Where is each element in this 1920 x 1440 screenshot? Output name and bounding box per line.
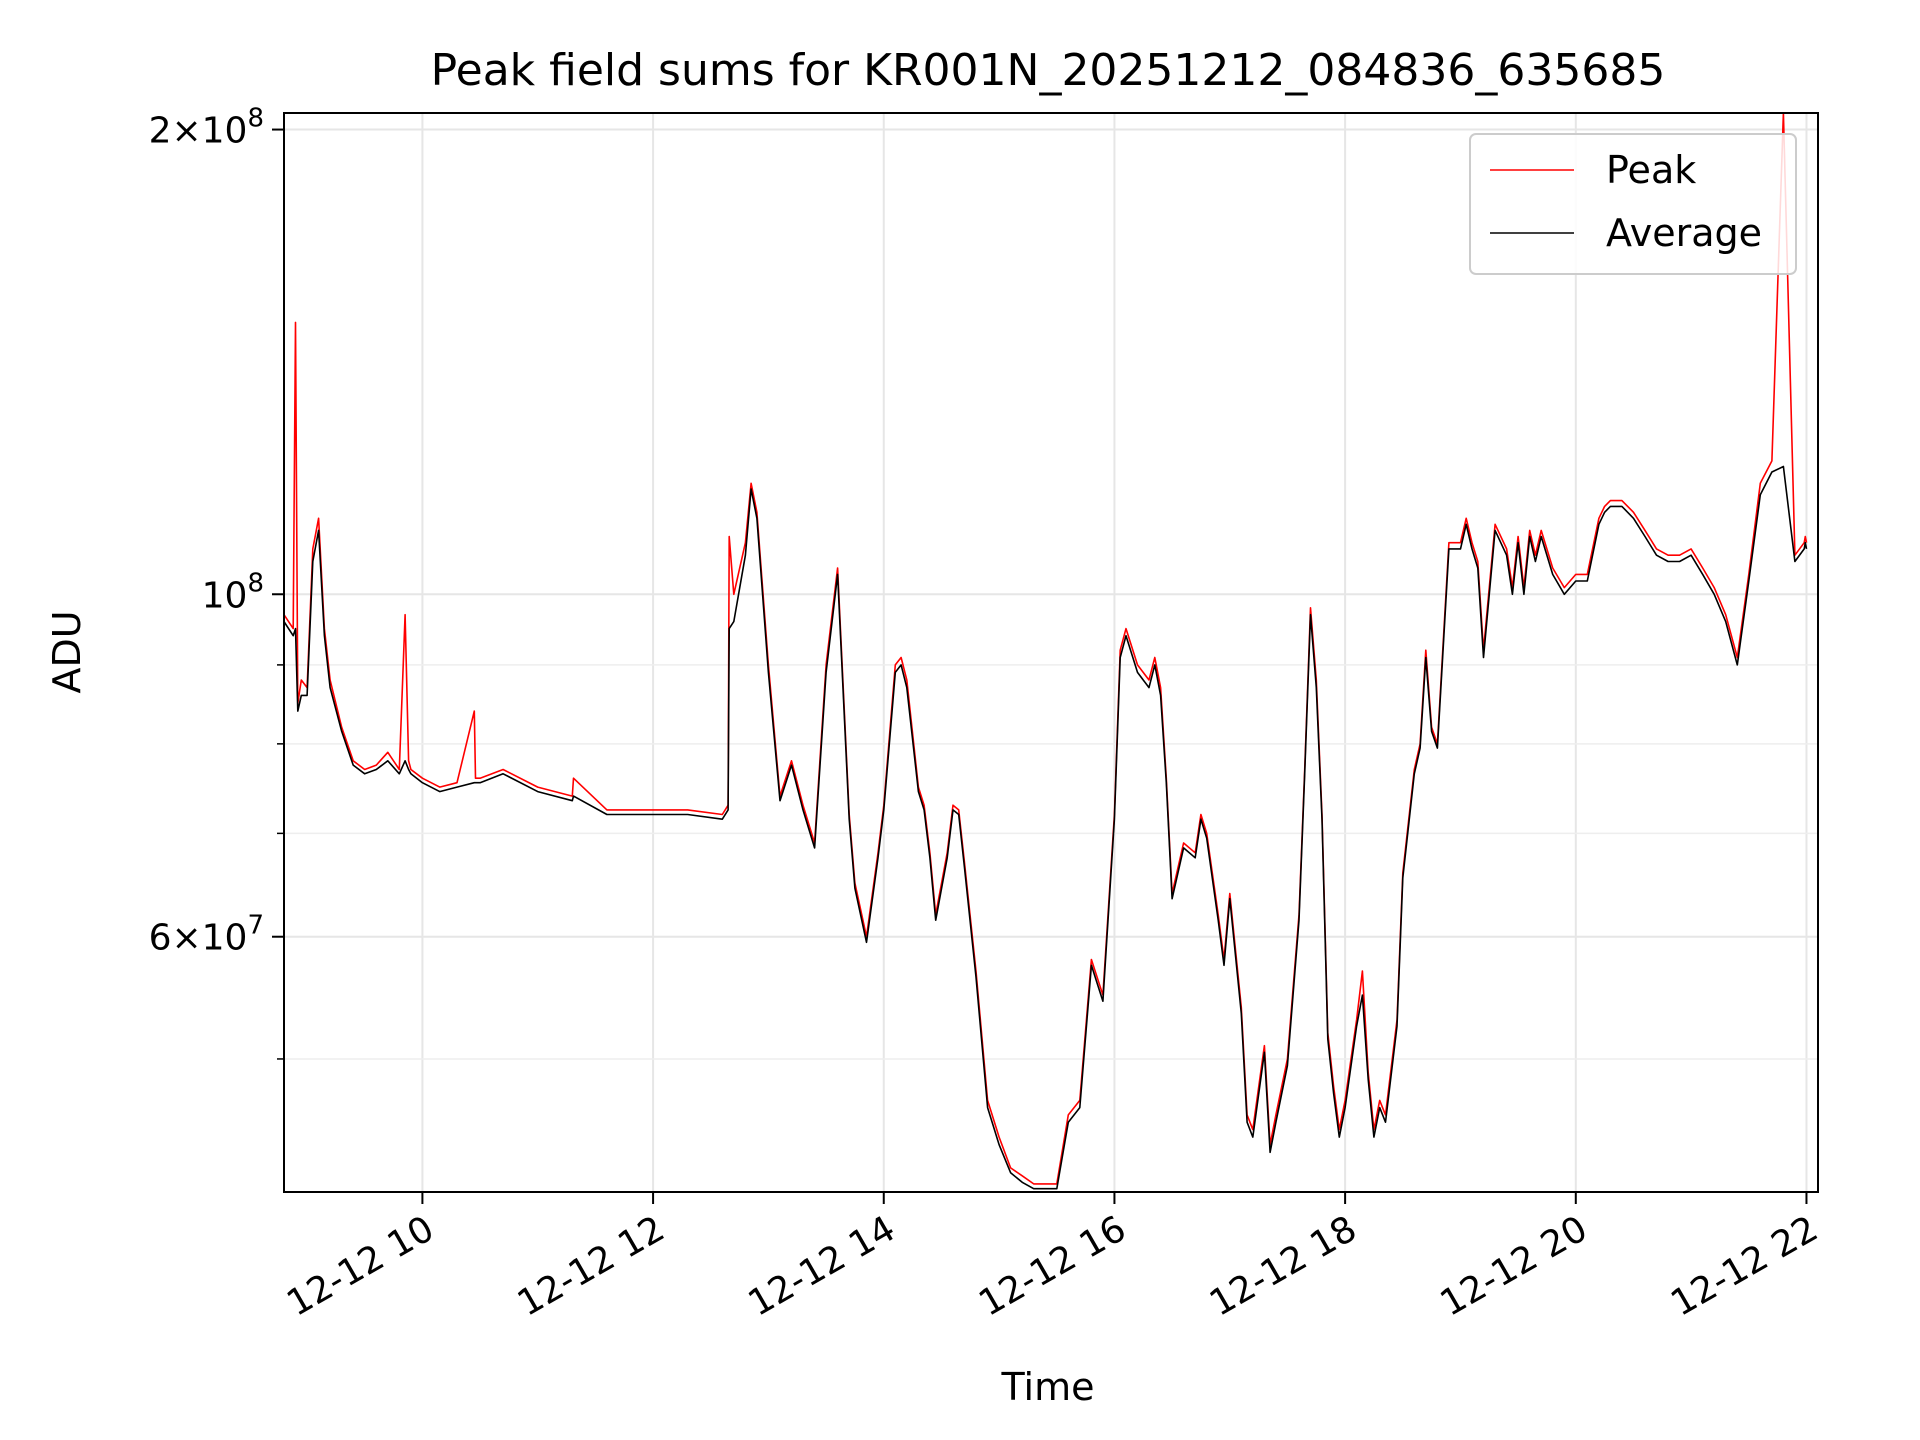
chart-title: Peak field sums for KR001N_20251212_0848… <box>431 45 1666 96</box>
x-axis-label: Time <box>1001 1365 1095 1409</box>
series-line-peak <box>284 113 1808 1185</box>
plot-frame <box>283 112 1819 1193</box>
legend: Peak Average <box>1469 133 1797 275</box>
legend-label-peak: Peak <box>1606 148 1696 192</box>
y-tick-label: 2×108 <box>149 104 264 152</box>
legend-box <box>1469 133 1797 275</box>
y-tick-label: 108 <box>202 568 264 616</box>
grid <box>284 113 1818 1192</box>
legend-label-average: Average <box>1606 211 1762 255</box>
series-group <box>284 113 1808 1190</box>
y-axis-label: ADU <box>45 610 89 693</box>
y-tick-label: 6×107 <box>149 911 264 959</box>
series-line-average <box>284 465 1808 1190</box>
